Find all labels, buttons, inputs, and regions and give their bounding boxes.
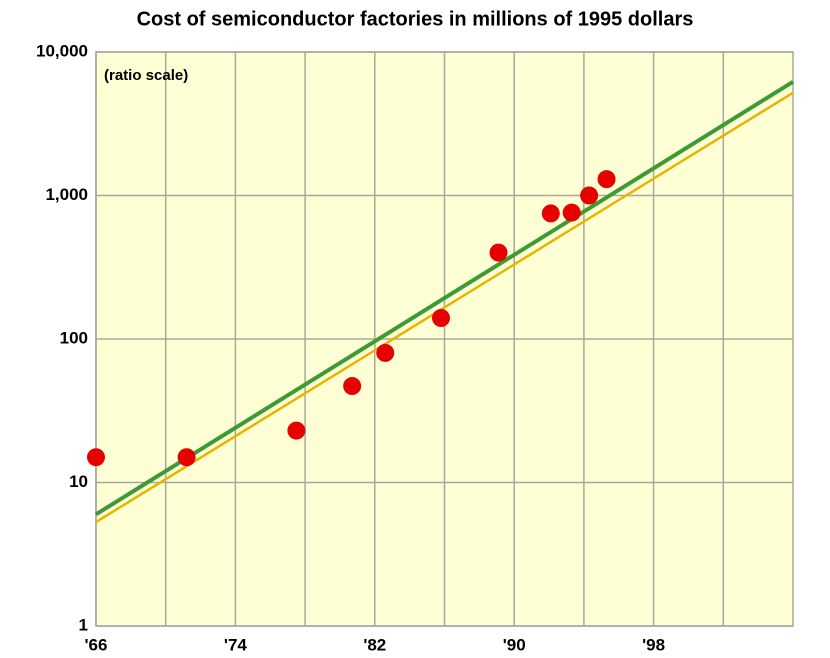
point <box>489 243 508 262</box>
y-tick-label: 10 <box>69 472 88 491</box>
point <box>580 186 599 205</box>
y-tick-label: 1 <box>79 615 88 634</box>
x-tick-label: '66 <box>85 635 108 654</box>
point <box>177 448 196 467</box>
point <box>287 421 306 440</box>
trend-line <box>94 80 795 517</box>
x-tick-label: '98 <box>642 635 665 654</box>
point <box>376 343 395 362</box>
x-tick-label: '82 <box>363 635 386 654</box>
y-tick-label: 100 <box>60 328 88 347</box>
annotation: (ratio scale) <box>104 67 188 84</box>
chart-title: Cost of semiconductor factories in milli… <box>137 8 694 30</box>
point <box>541 204 560 223</box>
point <box>562 203 581 222</box>
point <box>343 377 362 396</box>
point <box>432 309 451 328</box>
y-tick-label: 1,000 <box>45 185 88 204</box>
x-tick-label: '74 <box>224 635 247 654</box>
point <box>87 448 105 467</box>
x-tick-label: '90 <box>503 635 526 654</box>
y-tick-label: 10,000 <box>36 41 88 60</box>
trend-line <box>95 91 794 524</box>
point <box>597 170 616 189</box>
